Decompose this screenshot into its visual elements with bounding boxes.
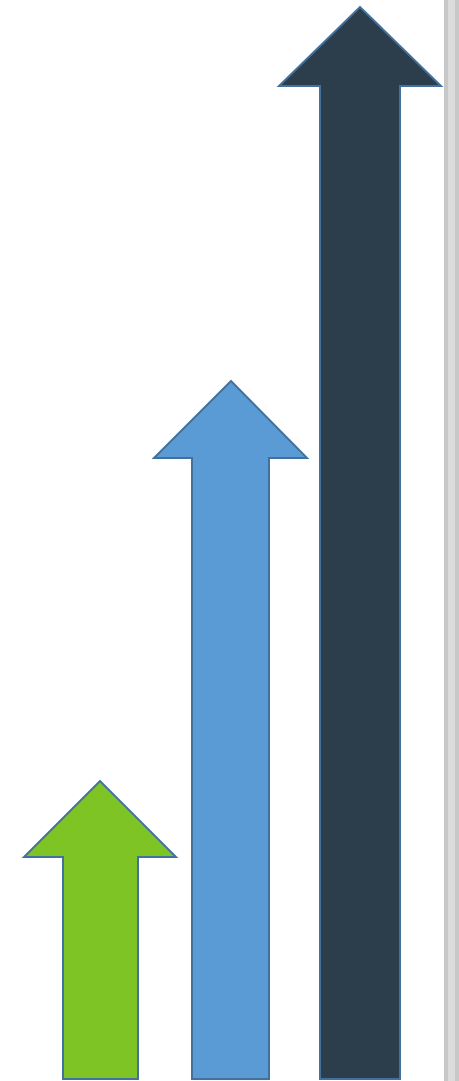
edge-strip-highlight — [448, 0, 455, 1081]
arrow-medium-blue — [151, 379, 310, 1080]
right-edge-strip — [444, 0, 459, 1081]
arrow-tall-navy — [276, 5, 444, 1080]
arrow-short-green — [21, 779, 179, 1080]
